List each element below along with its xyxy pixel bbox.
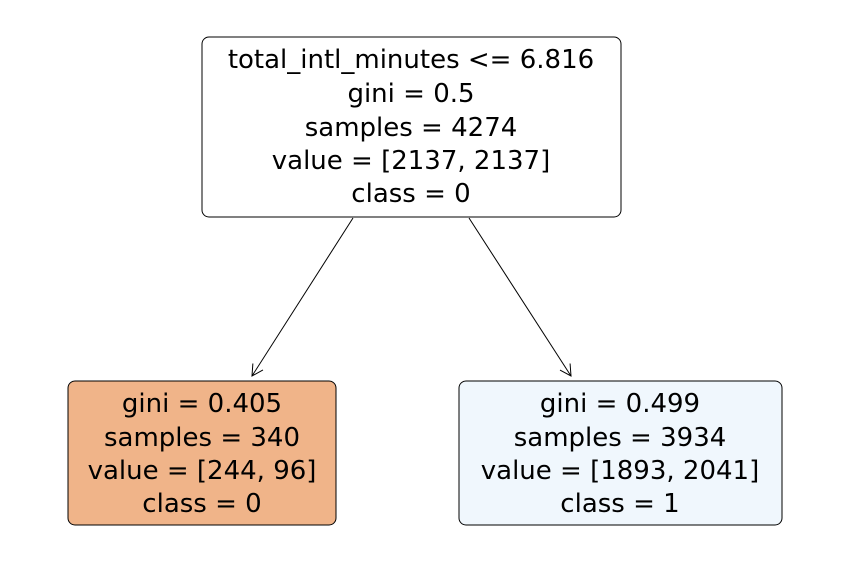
left-samples: samples = 340 [104,423,300,453]
edge-root-to-right [468,217,572,377]
left-leaf-box [67,380,337,526]
root-value: value = [2137, 2137] [272,146,550,176]
left-value: value = [244, 96] [88,456,317,486]
right-leaf-node: gini = 0.499 samples = 3934 value = [189… [458,380,783,526]
root-class: class = 0 [351,179,470,209]
right-leaf-box [458,380,783,526]
root-split-condition: total_intl_minutes <= 6.816 [228,45,594,75]
left-leaf-node: gini = 0.405 samples = 340 value = [244,… [67,380,337,526]
edge-root-to-left [251,217,354,377]
right-gini: gini = 0.499 [540,389,700,419]
root-samples: samples = 4274 [305,113,518,143]
root-gini: gini = 0.5 [347,79,474,109]
root-node: total_intl_minutes <= 6.816 gini = 0.5 s… [201,36,622,218]
left-class: class = 0 [142,489,261,519]
right-value: value = [1893, 2041] [481,456,759,486]
left-gini: gini = 0.405 [122,389,282,419]
right-class: class = 1 [560,489,679,519]
right-samples: samples = 3934 [514,423,727,453]
root-node-box [201,36,622,218]
